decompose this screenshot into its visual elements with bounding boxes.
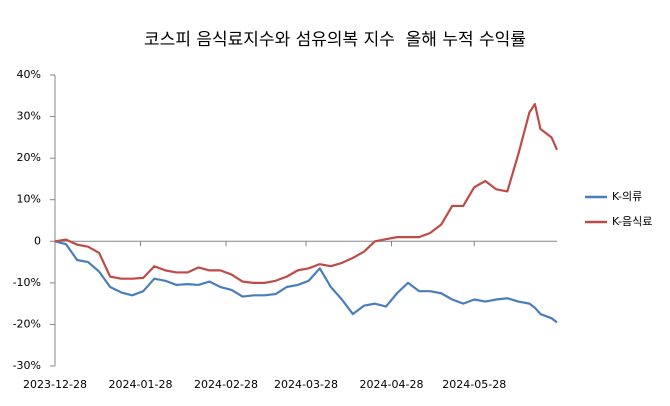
x-tick-label: 2024-05-28: [442, 378, 506, 391]
y-tick-label: -20%: [13, 317, 41, 330]
x-tick-label: 2024-04-28: [360, 378, 424, 391]
x-tick-label: 2024-02-28: [194, 378, 258, 391]
y-tick-label: 0: [34, 234, 41, 247]
series-line: [54, 103, 559, 284]
y-tick-label: 20%: [17, 151, 41, 164]
x-tick-label: 2023-12-28: [23, 378, 87, 391]
y-tick-label: 10%: [17, 193, 41, 206]
chart-title: 코스피 음식료지수와 섬유의복 지수 올해 누적 수익률: [144, 30, 526, 50]
x-tick-label: 2024-01-28: [109, 378, 173, 391]
legend-label: K-의류: [612, 190, 642, 203]
y-tick-label: 30%: [17, 110, 41, 123]
y-tick-label: -10%: [13, 276, 41, 289]
series-line: [54, 240, 558, 324]
y-tick-label: -30%: [13, 359, 41, 372]
x-tick-label: 2024-03-28: [274, 378, 338, 391]
legend-label: K-음식료: [612, 215, 652, 228]
y-tick-label: 40%: [17, 68, 41, 81]
